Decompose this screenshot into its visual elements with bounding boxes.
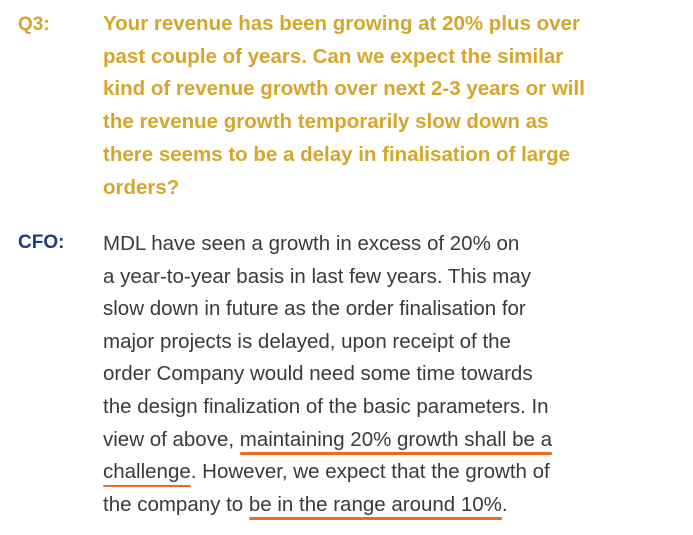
- underlined-highlight: maintaining 20% growth shall be a: [239, 427, 552, 451]
- question-line: past couple of years. Can we expect the …: [103, 44, 564, 68]
- answer-text: MDL have seen a growth in excess of 20% …: [103, 228, 663, 521]
- answer-line: a year-to-year basis in last few years. …: [103, 264, 531, 288]
- question-line: the revenue growth temporarily slow down…: [103, 110, 549, 134]
- answer-line: the company to be in the range around 10…: [103, 489, 663, 522]
- underlined-highlight: be in the range around 10%: [248, 492, 502, 516]
- answer-line: MDL have seen a growth in excess of 20% …: [103, 232, 520, 255]
- answer-text-segment: . However, we expect that the growth of: [190, 460, 550, 484]
- answer-line: the design finalization of the basic par…: [103, 394, 549, 418]
- answer-text-segment: the company to: [103, 492, 249, 516]
- answer-line: order Company would need some time towar…: [103, 362, 533, 386]
- answer-text-segment: .: [501, 492, 508, 516]
- answer-line: slow down in future as the order finalis…: [103, 297, 526, 321]
- question-text: Your revenue has been growing at 20% plu…: [103, 8, 663, 204]
- question-line: kind of revenue growth over next 2-3 yea…: [103, 77, 585, 101]
- question-line: orders?: [103, 175, 180, 199]
- question-label: Q3:: [18, 14, 50, 35]
- answer-line: major projects is delayed, upon receipt …: [103, 329, 511, 353]
- answer-text-segment: view of above,: [103, 427, 240, 451]
- answer-line: challenge. However, we expect that the g…: [103, 456, 663, 489]
- answer-label: CFO:: [18, 232, 65, 253]
- question-line: there seems to be a delay in finalisatio…: [103, 142, 571, 166]
- answer-line: view of above, maintaining 20% growth sh…: [103, 424, 663, 457]
- underlined-highlight: challenge: [103, 460, 191, 484]
- question-line: Your revenue has been growing at 20% plu…: [103, 12, 580, 35]
